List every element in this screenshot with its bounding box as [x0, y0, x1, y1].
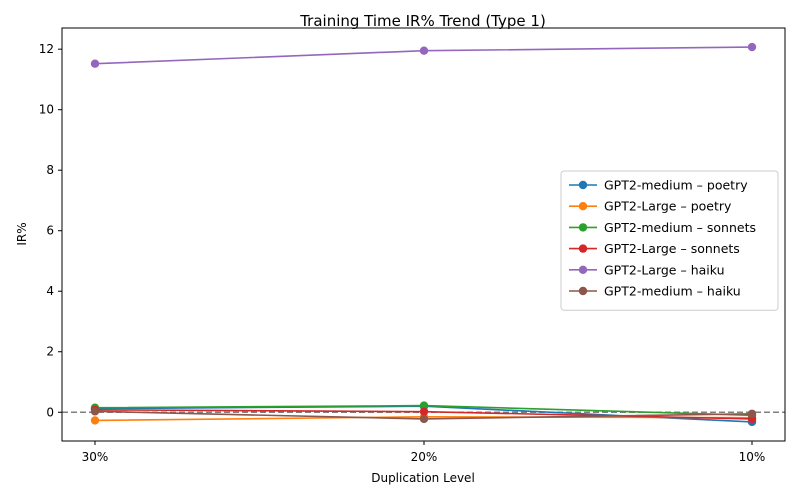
legend-label: GPT2-Large – haiku	[604, 262, 725, 277]
legend-label: GPT2-Large – poetry	[604, 199, 732, 214]
x-tick-label: 10%	[739, 450, 766, 464]
legend-label: GPT2-medium – sonnets	[604, 220, 756, 235]
legend-marker	[578, 265, 588, 274]
legend-item: GPT2-Large – sonnets	[569, 241, 740, 256]
series-4	[90, 42, 757, 68]
x-axis: 30% 20% 10%	[82, 441, 766, 464]
data-point	[747, 42, 757, 52]
data-point	[90, 407, 100, 416]
data-point	[90, 59, 100, 68]
y-tick-label: 6	[46, 224, 54, 238]
data-point	[419, 401, 429, 410]
y-axis: 0 2 4 6 8 10 12	[39, 42, 62, 419]
legend-marker	[578, 244, 588, 253]
legend-item: GPT2-Large – poetry	[569, 199, 732, 214]
chart-title: Training Time IR% Trend (Type 1)	[299, 12, 546, 30]
y-axis-label: IR%	[15, 222, 29, 245]
x-tick-label: 20%	[411, 450, 438, 464]
plot-area	[62, 42, 785, 427]
legend-label: GPT2-medium – haiku	[604, 284, 741, 299]
y-tick-label: 2	[46, 345, 54, 359]
legend-marker	[578, 286, 588, 296]
y-tick-label: 0	[46, 405, 54, 419]
series-5	[90, 407, 757, 424]
legend-box	[560, 170, 779, 311]
legend-label: GPT2-medium – poetry	[604, 178, 748, 193]
data-point	[419, 46, 429, 55]
legend-marker	[578, 180, 588, 190]
legend-item: GPT2-medium – poetry	[569, 178, 748, 193]
legend: GPT2-medium – poetry GPT2-Large – poetry G…	[560, 170, 779, 311]
legend-marker	[578, 202, 588, 211]
x-tick-label: 30%	[82, 450, 109, 464]
legend-item: GPT2-Large – haiku	[569, 262, 725, 277]
data-point	[90, 416, 100, 425]
legend-item: GPT2-medium – sonnets	[569, 220, 756, 235]
y-tick-label: 8	[46, 163, 54, 177]
legend-marker	[578, 223, 588, 232]
data-point	[419, 414, 429, 424]
legend-item: GPT2-medium – haiku	[569, 284, 741, 299]
y-tick-label: 10	[39, 103, 54, 117]
data-point	[419, 407, 429, 416]
y-tick-label: 12	[39, 42, 54, 56]
x-axis-label: Duplication Level	[371, 471, 475, 485]
data-point	[747, 409, 757, 418]
y-tick-label: 4	[46, 284, 54, 298]
legend-label: GPT2-Large – sonnets	[604, 241, 740, 256]
